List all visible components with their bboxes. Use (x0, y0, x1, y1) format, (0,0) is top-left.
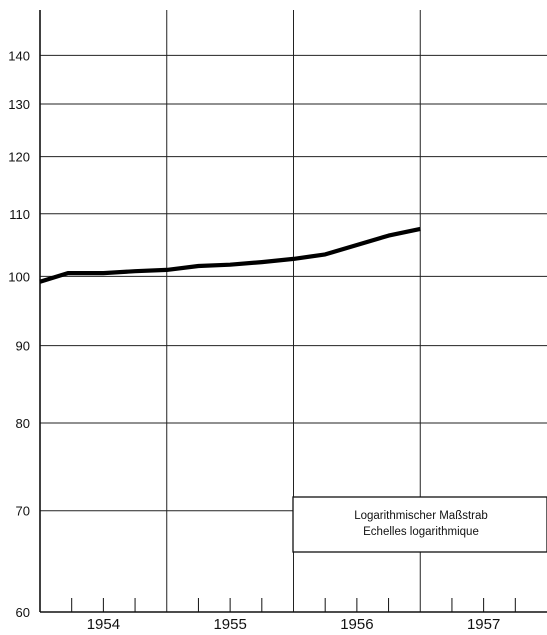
x-axis-ticks: 1954 1955 1956 1957 (71, 598, 516, 633)
y-tick-label: 130 (8, 97, 30, 112)
scale-note-box (292, 496, 547, 553)
y-tick-label: 110 (9, 207, 30, 222)
series-group (39, 226, 421, 284)
y-tick-label: 90 (16, 339, 30, 354)
y-tick-label: 80 (16, 416, 30, 431)
y-tick-label: 100 (8, 269, 30, 284)
scale-note-line-1: Logarithmischer Maßstrab (354, 510, 488, 522)
x-tick-label: 1955 (213, 616, 246, 633)
scale-note-line-2: Echelles logarithmique (363, 526, 479, 538)
y-axis-ticks: 60 70 80 90 100 110 120 130 140 (8, 48, 30, 620)
scale-note: Logarithmischer Maßstrab Echelles logari… (292, 496, 547, 553)
x-tick-label: 1954 (87, 616, 120, 633)
plot-frame (39, 10, 547, 613)
series-line (39, 226, 421, 284)
y-tick-label: 60 (16, 605, 30, 620)
y-tick-label: 120 (8, 150, 30, 165)
x-tick-label: 1957 (467, 616, 500, 633)
x-tick-label: 1956 (340, 616, 373, 633)
y-tick-label: 70 (16, 504, 30, 519)
y-tick-label: 140 (8, 48, 30, 63)
